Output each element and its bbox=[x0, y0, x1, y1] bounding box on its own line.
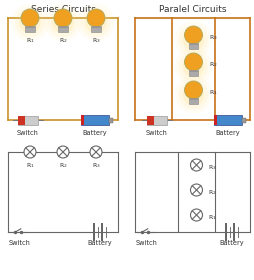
Circle shape bbox=[190, 159, 202, 171]
Bar bbox=[81, 115, 84, 125]
Circle shape bbox=[44, 4, 82, 41]
Bar bbox=[58, 26, 68, 32]
Text: Switch: Switch bbox=[9, 240, 31, 246]
Circle shape bbox=[90, 146, 102, 158]
Text: Switch: Switch bbox=[136, 240, 157, 246]
Circle shape bbox=[178, 80, 208, 109]
Text: R$_3$: R$_3$ bbox=[209, 34, 217, 43]
Text: R$_3$: R$_3$ bbox=[91, 161, 100, 170]
Circle shape bbox=[87, 9, 105, 27]
Bar bbox=[91, 26, 101, 32]
Text: Series Circuits: Series Circuits bbox=[30, 5, 95, 14]
Text: R$_2$: R$_2$ bbox=[58, 36, 67, 45]
Bar bbox=[213, 115, 241, 125]
Bar bbox=[18, 116, 25, 125]
Circle shape bbox=[15, 8, 45, 37]
Circle shape bbox=[174, 76, 212, 113]
Bar bbox=[25, 26, 35, 32]
Text: R$_3$: R$_3$ bbox=[208, 164, 216, 172]
Circle shape bbox=[174, 21, 212, 58]
Circle shape bbox=[21, 9, 39, 27]
Text: Battery: Battery bbox=[219, 240, 243, 246]
Bar bbox=[188, 70, 198, 76]
Circle shape bbox=[24, 146, 36, 158]
Text: R$_2$: R$_2$ bbox=[209, 60, 217, 69]
Circle shape bbox=[184, 81, 202, 99]
Circle shape bbox=[48, 8, 77, 37]
Bar bbox=[146, 116, 166, 125]
Circle shape bbox=[182, 56, 203, 77]
Circle shape bbox=[184, 26, 202, 44]
Bar bbox=[188, 98, 198, 104]
Circle shape bbox=[54, 9, 72, 27]
Circle shape bbox=[11, 4, 49, 41]
Text: R$_3$: R$_3$ bbox=[91, 36, 100, 45]
Text: R$_2$: R$_2$ bbox=[58, 161, 67, 170]
Circle shape bbox=[182, 29, 203, 50]
Text: R$_1$: R$_1$ bbox=[208, 214, 216, 222]
Circle shape bbox=[184, 53, 202, 71]
Text: Paralel Circuits: Paralel Circuits bbox=[158, 5, 225, 14]
Text: Switch: Switch bbox=[146, 130, 167, 136]
Text: R$_2$: R$_2$ bbox=[208, 188, 216, 197]
Bar bbox=[81, 115, 108, 125]
Text: Battery: Battery bbox=[87, 240, 112, 246]
Bar bbox=[18, 116, 38, 125]
Circle shape bbox=[190, 184, 202, 196]
Circle shape bbox=[77, 4, 114, 41]
Bar bbox=[108, 118, 113, 123]
Text: Battery: Battery bbox=[82, 130, 107, 136]
Text: Switch: Switch bbox=[17, 130, 39, 136]
Text: R$_1$: R$_1$ bbox=[25, 161, 34, 170]
Text: R$_1$: R$_1$ bbox=[25, 36, 34, 45]
Circle shape bbox=[57, 146, 69, 158]
Circle shape bbox=[85, 12, 106, 33]
Text: R$_1$: R$_1$ bbox=[209, 88, 217, 97]
Circle shape bbox=[52, 12, 73, 33]
Bar bbox=[146, 116, 153, 125]
Bar bbox=[241, 118, 245, 123]
Circle shape bbox=[178, 25, 208, 54]
Circle shape bbox=[19, 12, 41, 33]
Circle shape bbox=[178, 52, 208, 81]
Text: Battery: Battery bbox=[215, 130, 239, 136]
Circle shape bbox=[81, 8, 110, 37]
Bar bbox=[188, 43, 198, 49]
Circle shape bbox=[174, 48, 212, 85]
Circle shape bbox=[190, 209, 202, 221]
Bar bbox=[213, 115, 216, 125]
Circle shape bbox=[182, 84, 203, 105]
